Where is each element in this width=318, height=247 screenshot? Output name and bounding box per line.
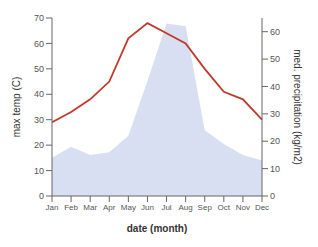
- svg-text:Jul: Jul: [161, 203, 171, 212]
- svg-text:Feb: Feb: [64, 203, 78, 212]
- svg-text:10: 10: [34, 166, 44, 176]
- svg-text:med. precipitation (kg/m2): med. precipitation (kg/m2): [292, 49, 303, 165]
- svg-text:40: 40: [270, 82, 280, 92]
- svg-text:60: 60: [270, 27, 280, 37]
- svg-text:70: 70: [34, 13, 44, 23]
- svg-text:Nov: Nov: [236, 203, 250, 212]
- svg-text:Oct: Oct: [218, 203, 231, 212]
- svg-text:Mar: Mar: [83, 203, 97, 212]
- svg-text:max temp (C): max temp (C): [11, 77, 22, 138]
- svg-text:Jan: Jan: [46, 203, 59, 212]
- svg-text:30: 30: [270, 109, 280, 119]
- svg-text:50: 50: [34, 64, 44, 74]
- svg-text:May: May: [121, 203, 136, 212]
- svg-text:Jun: Jun: [141, 203, 154, 212]
- svg-text:Apr: Apr: [103, 203, 116, 212]
- svg-text:30: 30: [34, 115, 44, 125]
- svg-text:0: 0: [270, 191, 275, 201]
- svg-text:20: 20: [270, 136, 280, 146]
- svg-text:date (month): date (month): [127, 223, 188, 234]
- svg-text:Dec: Dec: [255, 203, 269, 212]
- svg-text:10: 10: [270, 164, 280, 174]
- svg-text:Sep: Sep: [198, 203, 213, 212]
- svg-text:20: 20: [34, 140, 44, 150]
- svg-text:40: 40: [34, 89, 44, 99]
- svg-text:50: 50: [270, 54, 280, 64]
- svg-text:60: 60: [34, 39, 44, 49]
- svg-text:0: 0: [39, 191, 44, 201]
- svg-text:Aug: Aug: [179, 203, 193, 212]
